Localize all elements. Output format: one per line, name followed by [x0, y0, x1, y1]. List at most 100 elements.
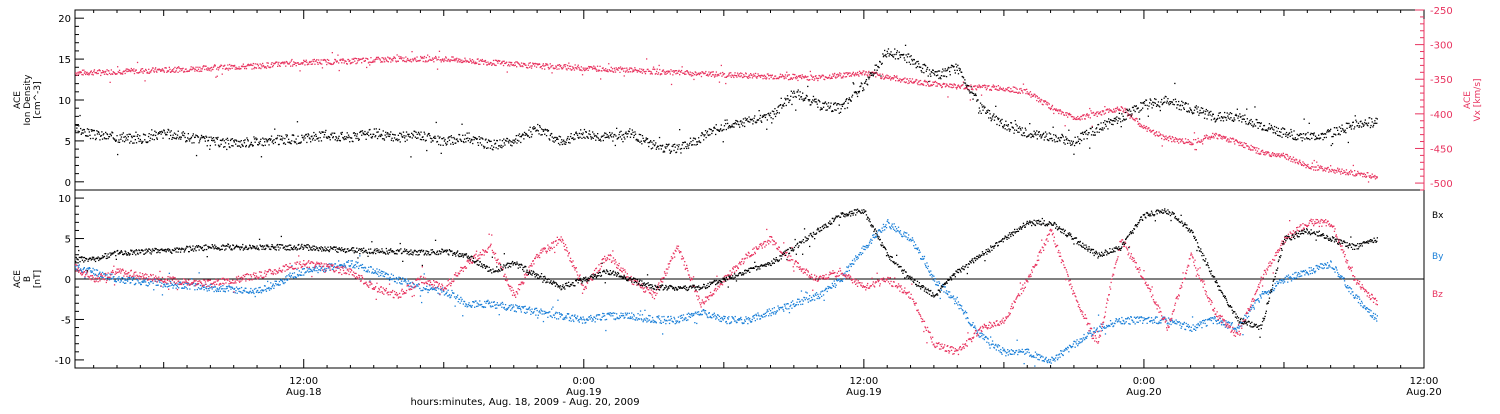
- data-point: [1370, 127, 1371, 128]
- data-point: [710, 73, 711, 74]
- data-point: [718, 75, 719, 76]
- data-point: [192, 69, 193, 70]
- data-point: [345, 139, 346, 140]
- data-point: [155, 67, 156, 68]
- data-point: [1072, 142, 1073, 143]
- data-point: [419, 134, 420, 135]
- data-point: [510, 145, 511, 146]
- data-point: [1114, 112, 1115, 113]
- data-point: [1345, 172, 1346, 173]
- data-point: [1017, 125, 1018, 126]
- data-point: [81, 72, 82, 73]
- data-point: [271, 62, 272, 63]
- data-point: [539, 64, 540, 65]
- data-point: [970, 92, 971, 93]
- data-point: [534, 65, 535, 66]
- data-point: [805, 97, 806, 98]
- data-point: [1161, 99, 1162, 100]
- data-point: [915, 62, 916, 63]
- data-point: [383, 58, 384, 59]
- data-point: [244, 68, 245, 69]
- data-point: [1121, 113, 1122, 114]
- data-point: [502, 61, 503, 62]
- data-point: [535, 63, 536, 64]
- data-point: [280, 66, 281, 67]
- data-point: [1185, 138, 1186, 139]
- data-point: [676, 152, 677, 153]
- data-point: [84, 73, 85, 74]
- data-point: [477, 138, 478, 139]
- data-point: [176, 70, 177, 71]
- data-point: [814, 78, 815, 79]
- data-point: [1153, 130, 1154, 131]
- data-point: [433, 59, 434, 60]
- data-point: [1023, 84, 1024, 85]
- data-point: [1256, 147, 1257, 148]
- data-point: [386, 273, 387, 274]
- data-point: [958, 73, 959, 74]
- data-point: [402, 283, 403, 284]
- data-point: [1220, 135, 1221, 136]
- data-point: [1318, 135, 1319, 136]
- data-point: [245, 66, 246, 67]
- data-point: [944, 76, 945, 77]
- data-point: [771, 77, 772, 78]
- data-point: [965, 88, 966, 89]
- data-point: [1240, 116, 1241, 117]
- data-point: [1205, 137, 1206, 138]
- data-point: [677, 149, 678, 150]
- data-point: [227, 64, 228, 65]
- data-point: [953, 87, 954, 88]
- data-point: [562, 141, 563, 142]
- data-point: [1107, 121, 1108, 122]
- data-point: [438, 59, 439, 60]
- data-point: [361, 131, 362, 132]
- data-point: [1129, 114, 1130, 115]
- data-point: [641, 143, 642, 144]
- data-point: [226, 286, 227, 287]
- data-point: [988, 110, 989, 111]
- data-point: [306, 134, 307, 135]
- data-point: [548, 67, 549, 68]
- data-point: [476, 62, 477, 63]
- data-point: [78, 265, 79, 266]
- data-point: [789, 100, 790, 101]
- data-point: [407, 134, 408, 135]
- data-point: [1076, 142, 1077, 143]
- data-point: [529, 137, 530, 138]
- data-point: [950, 67, 951, 68]
- data-point: [1140, 110, 1141, 111]
- data-point: [151, 281, 152, 282]
- data-point: [111, 135, 112, 136]
- data-point: [398, 135, 399, 136]
- data-point: [627, 136, 628, 137]
- data-point: [1170, 138, 1171, 139]
- data-point: [1230, 112, 1231, 113]
- data-point: [267, 140, 268, 141]
- data-point: [1080, 139, 1081, 140]
- data-point: [1056, 108, 1057, 109]
- data-point: [696, 141, 697, 142]
- data-point: [612, 140, 613, 141]
- data-point: [865, 81, 866, 82]
- data-point: [894, 54, 895, 55]
- data-point: [1113, 109, 1114, 110]
- data-point: [1336, 170, 1337, 171]
- x-tick-label-date: Aug.20: [1406, 387, 1441, 398]
- data-point: [1044, 137, 1045, 138]
- data-point: [1024, 135, 1025, 136]
- data-point: [1184, 143, 1185, 144]
- data-point: [383, 138, 384, 139]
- data-point: [529, 67, 530, 68]
- data-point: [1119, 109, 1120, 110]
- data-point: [1297, 138, 1298, 139]
- data-point: [955, 84, 956, 85]
- data-point: [841, 104, 842, 105]
- data-point: [367, 134, 368, 135]
- data-point: [356, 136, 357, 137]
- data-point: [470, 140, 471, 141]
- data-point: [826, 103, 827, 104]
- data-point: [1326, 132, 1327, 133]
- data-point: [1171, 141, 1172, 142]
- data-point: [1087, 134, 1088, 135]
